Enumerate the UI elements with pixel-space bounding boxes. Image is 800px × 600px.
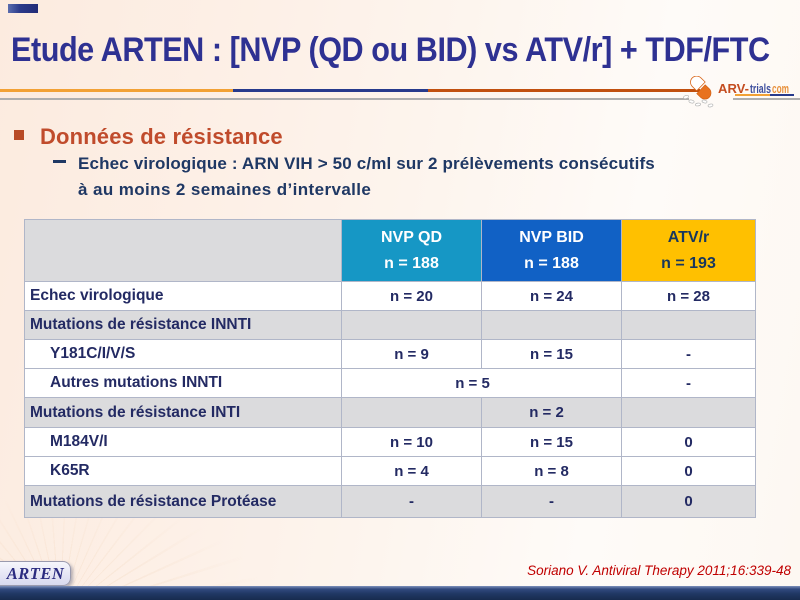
svg-text:ARV-: ARV-: [718, 82, 749, 96]
svg-text:trials: trials: [750, 82, 771, 96]
svg-text:com: com: [772, 82, 789, 96]
